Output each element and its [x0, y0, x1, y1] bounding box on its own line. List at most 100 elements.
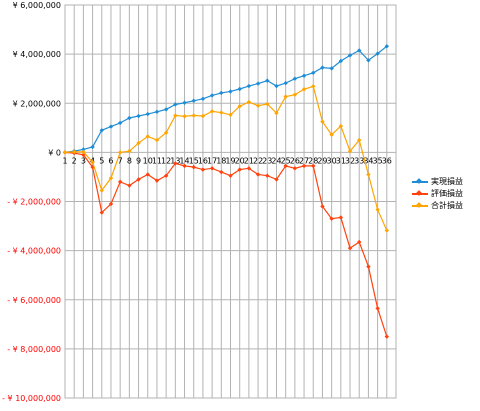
- x-tick-label: 11: [152, 156, 162, 165]
- data-point: [292, 92, 298, 97]
- data-point: [145, 111, 150, 117]
- data-point: [301, 163, 307, 169]
- data-point: [329, 66, 334, 71]
- data-point: [246, 83, 252, 89]
- data-point: [136, 177, 141, 182]
- data-point: [163, 173, 169, 178]
- data-point: [228, 173, 233, 178]
- x-tick-label: 16: [198, 156, 208, 165]
- x-tick-label: 1: [62, 156, 67, 165]
- legend-swatch: [412, 178, 428, 186]
- data-point: [191, 98, 196, 103]
- data-point: [301, 73, 307, 78]
- x-tick-label: 5: [99, 156, 104, 165]
- x-tick-label: 3: [81, 156, 86, 165]
- data-point: [117, 150, 123, 155]
- x-tick-label: 20: [235, 156, 245, 165]
- data-point: [209, 109, 215, 114]
- data-point: [117, 179, 123, 185]
- data-point: [99, 210, 104, 215]
- legend-item-3: 合計損益: [412, 200, 463, 212]
- data-point: [209, 166, 215, 171]
- data-point: [384, 228, 390, 233]
- x-tick-label: 18: [216, 156, 226, 165]
- data-point: [136, 113, 141, 119]
- x-tick-label: 9: [136, 156, 141, 165]
- legend-label: 合計損益: [431, 201, 463, 210]
- data-point: [228, 89, 233, 94]
- data-point: [154, 178, 160, 183]
- data-point: [320, 119, 325, 124]
- data-point: [274, 110, 279, 116]
- data-point: [255, 103, 261, 108]
- legend-item-1: 実現損益: [412, 176, 463, 188]
- data-point: [357, 239, 362, 245]
- data-point: [311, 84, 316, 89]
- y-tick-label: ¥ 4,000,000: [13, 50, 61, 59]
- data-point: [347, 245, 353, 251]
- x-tick-label: 29: [317, 156, 327, 165]
- legend-swatch: [412, 202, 428, 210]
- x-tick-label: 36: [382, 156, 392, 165]
- data-point: [283, 163, 288, 169]
- x-tick-label: 35: [373, 156, 383, 165]
- y-tick-label: - ¥ 4,000,000: [7, 247, 61, 256]
- data-point: [209, 93, 215, 98]
- x-tick-label: 25: [281, 156, 291, 165]
- x-tick-label: 7: [118, 156, 123, 165]
- x-tick-label: 22: [253, 156, 263, 165]
- x-tick-label: 28: [308, 156, 318, 165]
- data-point: [200, 96, 206, 102]
- data-point: [338, 215, 344, 220]
- y-tick-label: - ¥ 10,000,000: [2, 394, 61, 403]
- data-point: [182, 163, 187, 169]
- data-point: [154, 109, 160, 115]
- data-point: [182, 100, 187, 105]
- data-point: [357, 137, 362, 143]
- x-tick-label: 14: [179, 156, 189, 165]
- x-tick-label: 8: [127, 156, 132, 165]
- data-point: [228, 112, 233, 117]
- data-point: [173, 113, 178, 118]
- legend-item-2: 評価損益: [412, 188, 463, 200]
- data-point: [265, 173, 270, 178]
- data-point: [329, 132, 334, 137]
- data-point: [384, 44, 390, 49]
- data-point: [145, 172, 150, 177]
- x-tick-label: 19: [225, 156, 235, 165]
- data-point: [117, 120, 123, 126]
- x-tick-label: 27: [299, 156, 309, 165]
- series-line-3: [64, 85, 388, 231]
- data-point: [366, 172, 371, 177]
- data-point: [99, 128, 104, 133]
- data-point: [274, 177, 279, 182]
- data-point: [292, 166, 298, 171]
- data-point: [108, 175, 114, 181]
- data-point: [127, 183, 132, 188]
- data-point: [191, 113, 196, 118]
- legend-label: 実現損益: [431, 177, 463, 186]
- data-point: [283, 80, 288, 86]
- legend-swatch: [412, 190, 428, 198]
- y-tick-label: - ¥ 2,000,000: [7, 198, 61, 207]
- data-point: [237, 86, 242, 92]
- data-point: [219, 169, 224, 175]
- x-tick-label: 23: [262, 156, 272, 165]
- data-point: [255, 81, 261, 86]
- data-point: [301, 87, 307, 92]
- data-point: [366, 264, 371, 269]
- y-tick-label: ¥ 6,000,000: [13, 1, 61, 10]
- data-point: [292, 76, 298, 81]
- data-point: [127, 115, 132, 121]
- data-point: [246, 99, 252, 105]
- x-tick-label: 10: [143, 156, 153, 165]
- x-tick-label: 34: [363, 156, 373, 165]
- y-tick-label: - ¥ 6,000,000: [7, 296, 61, 305]
- data-point: [154, 137, 160, 143]
- data-point: [173, 102, 178, 107]
- data-point: [283, 94, 288, 99]
- data-point: [338, 58, 344, 64]
- data-point: [357, 48, 362, 53]
